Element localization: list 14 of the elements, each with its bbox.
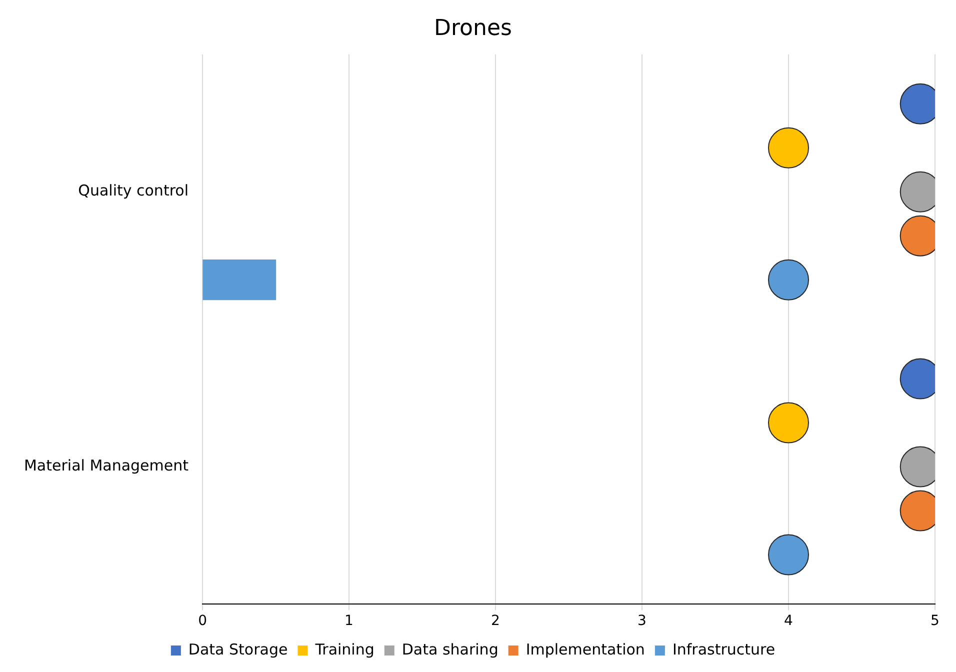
x-tick-label: 0	[198, 613, 207, 630]
y-tick-label: Material Management	[24, 456, 189, 475]
chart-title: Drones	[434, 16, 512, 41]
legend-label: Data Storage	[188, 640, 288, 658]
legend-label: Data sharing	[402, 640, 498, 658]
x-tick-label: 1	[344, 613, 354, 630]
x-tick-label: 5	[930, 613, 940, 630]
x-tick-label: 2	[491, 613, 500, 630]
y-tick-label: Quality control	[78, 182, 189, 200]
x-tick-label: 3	[638, 613, 646, 630]
legend-label: Implementation	[526, 640, 645, 658]
legend-label: Infrastructure	[672, 640, 776, 658]
x-tick-label: 4	[784, 613, 794, 630]
legend-label: Training	[314, 640, 374, 658]
